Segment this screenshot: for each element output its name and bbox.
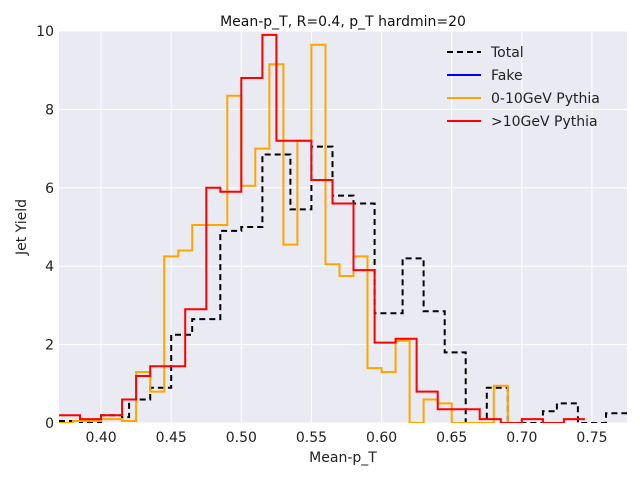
x-tick-label: 0.45 <box>156 430 187 446</box>
y-tick-label: 2 <box>45 338 54 354</box>
series-line-total <box>59 145 627 423</box>
y-tick-label: 6 <box>45 181 54 197</box>
gridlines <box>59 30 627 424</box>
legend-label: >10GeV Pythia <box>491 114 598 130</box>
x-tick-label: 0.60 <box>366 430 397 446</box>
x-axis-label: Mean-p_T <box>309 450 377 466</box>
legend-label: 0-10GeV Pythia <box>491 91 600 107</box>
y-tick-label: 10 <box>36 24 54 40</box>
x-tick-label: 0.40 <box>85 430 116 446</box>
legend-label: Fake <box>491 68 523 84</box>
series-layer <box>59 33 627 423</box>
y-axis: 0 2 4 6 8 10 <box>36 24 54 432</box>
x-tick-label: 0.65 <box>436 430 467 446</box>
x-tick-label: 0.50 <box>226 430 257 446</box>
legend-label: Total <box>490 45 524 61</box>
series-line--10gev-pythia <box>59 33 585 423</box>
y-tick-label: 4 <box>45 259 54 275</box>
chart-title: Mean-p_T, R=0.4, p_T hardmin=20 <box>220 14 466 30</box>
x-tick-label: 0.55 <box>296 430 327 446</box>
y-axis-label: Jet Yield <box>14 199 30 256</box>
y-tick-label: 8 <box>45 102 54 118</box>
x-tick-label: 0.75 <box>576 430 607 446</box>
plot-area <box>59 31 627 423</box>
legend: Total Fake 0-10GeV Pythia >10GeV Pythia <box>447 45 600 130</box>
x-axis: 0.40 0.45 0.50 0.55 0.60 0.65 0.70 0.75 <box>85 430 607 446</box>
y-tick-label: 0 <box>45 416 54 432</box>
x-tick-label: 0.70 <box>506 430 537 446</box>
